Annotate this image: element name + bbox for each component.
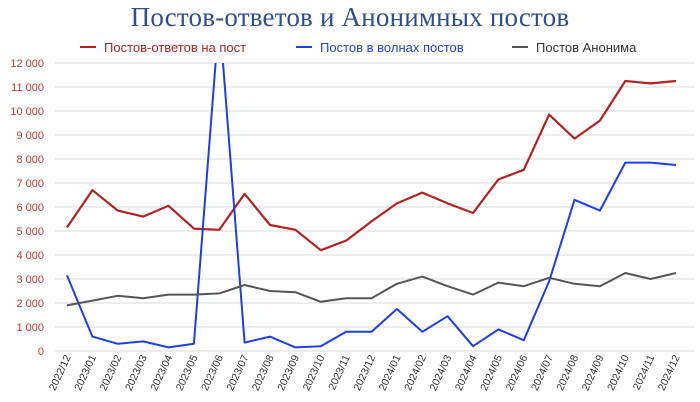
legend: Постов-ответов на пост Постов в волнах п… [0, 39, 700, 55]
legend-item-anon: Постов Анонима [512, 39, 636, 55]
x-tick-label: 2023/04 [148, 353, 175, 393]
y-tick-label: 8 000 [16, 154, 44, 166]
x-tick-label: 2024/01 [377, 353, 404, 393]
x-tick-label: 2024/05 [478, 353, 505, 393]
legend-swatch-replies [80, 46, 96, 48]
y-tick-label: 2 000 [16, 298, 44, 310]
x-tick-label: 2023/07 [224, 353, 251, 393]
x-tick-label: 2023/05 [174, 353, 201, 393]
x-tick-label: 2023/11 [326, 353, 353, 392]
y-tick-label: 4 000 [16, 250, 44, 262]
x-tick-label: 2023/10 [301, 353, 328, 393]
legend-swatch-waves [296, 46, 312, 48]
series-lines [66, 63, 677, 349]
y-axis-ticks: 0 1 000 2 000 3 000 4 000 5 000 6 000 7 000 8 00… [10, 58, 44, 358]
y-tick-label: 11 000 [11, 82, 44, 94]
x-tick-label: 2024/09 [580, 353, 607, 393]
legend-swatch-anon [512, 46, 528, 48]
x-tick-label: 2023/06 [199, 353, 226, 393]
x-tick-label: 2024/04 [453, 353, 480, 393]
x-tick-label: 2023/08 [250, 353, 277, 393]
x-axis-ticks: 2022/122023/012023/022023/032023/042023/… [47, 353, 683, 393]
y-tick-label: 9 000 [16, 130, 44, 142]
legend-item-waves: Постов в волнах постов [296, 39, 464, 55]
x-tick-label: 2024/11 [631, 353, 658, 392]
legend-item-replies: Постов-ответов на пост [80, 39, 246, 55]
y-tick-label: 10 000 [10, 106, 44, 118]
x-tick-label: 2024/12 [656, 353, 683, 393]
y-tick-label: 7 000 [16, 178, 44, 190]
series-line-3 [66, 272, 677, 307]
x-tick-label: 2023/09 [275, 353, 302, 393]
legend-label-replies: Постов-ответов на пост [104, 39, 247, 55]
x-tick-label: 2023/12 [351, 353, 378, 393]
x-tick-label: 2024/02 [402, 353, 429, 393]
y-tick-label: 1 000 [16, 322, 44, 334]
y-tick-label: 6 000 [16, 202, 44, 214]
legend-label-anon: Постов Анонима [536, 39, 637, 55]
x-tick-label: 2024/10 [605, 353, 632, 393]
y-tick-label: 12 000 [10, 58, 44, 70]
x-tick-label: 2023/02 [98, 353, 125, 393]
y-tick-label: 3 000 [16, 274, 44, 286]
gridlines [55, 62, 695, 352]
series-line-2 [66, 63, 677, 349]
x-tick-label: 2023/01 [72, 353, 99, 393]
x-tick-label: 2024/08 [554, 353, 581, 393]
x-tick-label: 2024/07 [529, 353, 556, 393]
x-tick-label: 2024/06 [504, 353, 531, 393]
series-line-1 [66, 79, 677, 252]
y-tick-label: 5 000 [16, 226, 44, 238]
y-tick-label: 0 [38, 346, 44, 358]
legend-label-waves: Постов в волнах постов [320, 39, 464, 55]
x-tick-label: 2022/12 [47, 353, 74, 393]
x-tick-label: 2023/03 [123, 353, 150, 393]
x-tick-label: 2024/03 [427, 353, 454, 393]
chart-title: Постов-ответов и Анонимных постов [130, 2, 570, 32]
